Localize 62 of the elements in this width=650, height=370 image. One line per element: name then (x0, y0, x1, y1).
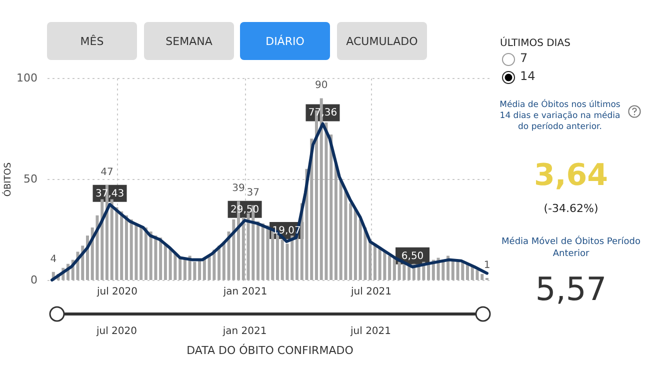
text: 7 (520, 51, 528, 65)
text: ACUMULADO (337, 22, 427, 60)
text: (-34.62%) (542, 202, 600, 215)
y-tick-label: 0 (30, 274, 38, 286)
bar (140, 225, 143, 280)
bar (159, 238, 162, 280)
text: jan 2021 (223, 286, 268, 298)
bar (242, 217, 245, 280)
text: Média de Óbitos nos últimos 14 dias e variação na média do período anterior. (498, 100, 622, 133)
text: 5,57 (534, 270, 608, 308)
bar (388, 256, 392, 280)
data-label: 37 (246, 187, 260, 198)
bar (451, 260, 454, 280)
bar (100, 199, 104, 280)
text: 14 (520, 69, 536, 83)
text: jul 2020 (96, 286, 138, 298)
bar (408, 266, 411, 280)
bar (183, 260, 186, 280)
data-label: 4 (50, 254, 57, 265)
text: DIÁRIO (240, 22, 330, 60)
bar (427, 264, 430, 280)
bar (466, 264, 470, 280)
data-label: 1 (484, 260, 490, 271)
bar (144, 227, 148, 280)
bar (354, 209, 357, 280)
bar (330, 134, 333, 280)
bar (349, 203, 352, 280)
data-label: 90 (314, 80, 328, 92)
data-label: 37,43 (95, 188, 124, 200)
bar (334, 162, 338, 280)
text: 3,64 (532, 158, 610, 193)
text: ÚLTIMOS DIAS (500, 38, 570, 49)
data-label: 6,50 (401, 250, 424, 262)
x-axis-title: DATA DO ÓBITO CONFIRMADO (186, 344, 354, 357)
x-tick-label: jan 2021 (222, 326, 268, 337)
data-label: 39 (232, 183, 245, 194)
bar (222, 242, 226, 280)
data-label: 29,50 (230, 204, 260, 216)
bar (164, 244, 167, 280)
data-label: 47 (100, 167, 114, 178)
bar (120, 211, 124, 280)
bar (198, 260, 202, 280)
bar (178, 258, 182, 280)
text: SEMANA (144, 22, 234, 60)
y-tick-label: 50 (24, 172, 38, 186)
x-tick-label: jul 2020 (95, 326, 138, 337)
bar (261, 223, 264, 280)
line-series (50, 122, 488, 282)
bar (124, 215, 128, 280)
data-label: 19,07 (272, 225, 301, 236)
text: MÊS (47, 22, 137, 60)
y-tick-label: 100 (16, 72, 38, 84)
data-label: 77,36 (308, 108, 338, 119)
bar (256, 221, 260, 280)
x-tick-label: jul 2021 (349, 326, 392, 337)
bar (368, 240, 372, 280)
text: Média Móvel de Óbitos Período Anterior (500, 236, 642, 260)
bar (373, 244, 376, 280)
y-axis-title: ÓBITOS (2, 162, 14, 197)
bar (290, 236, 294, 280)
text: jul 2021 (351, 286, 392, 298)
bar (392, 258, 396, 280)
